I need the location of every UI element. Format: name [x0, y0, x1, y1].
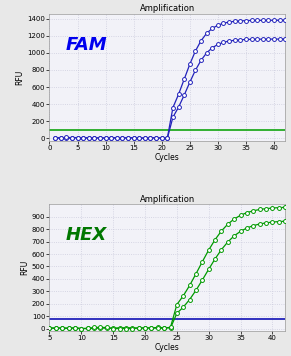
- Y-axis label: RFU: RFU: [20, 260, 29, 275]
- Text: FAM: FAM: [66, 36, 108, 54]
- Text: HEX: HEX: [66, 226, 107, 244]
- X-axis label: Cycles: Cycles: [155, 152, 180, 162]
- Title: Amplification: Amplification: [140, 5, 195, 14]
- Title: Amplification: Amplification: [140, 195, 195, 204]
- X-axis label: Cycles: Cycles: [155, 342, 180, 352]
- Y-axis label: RFU: RFU: [15, 70, 24, 85]
